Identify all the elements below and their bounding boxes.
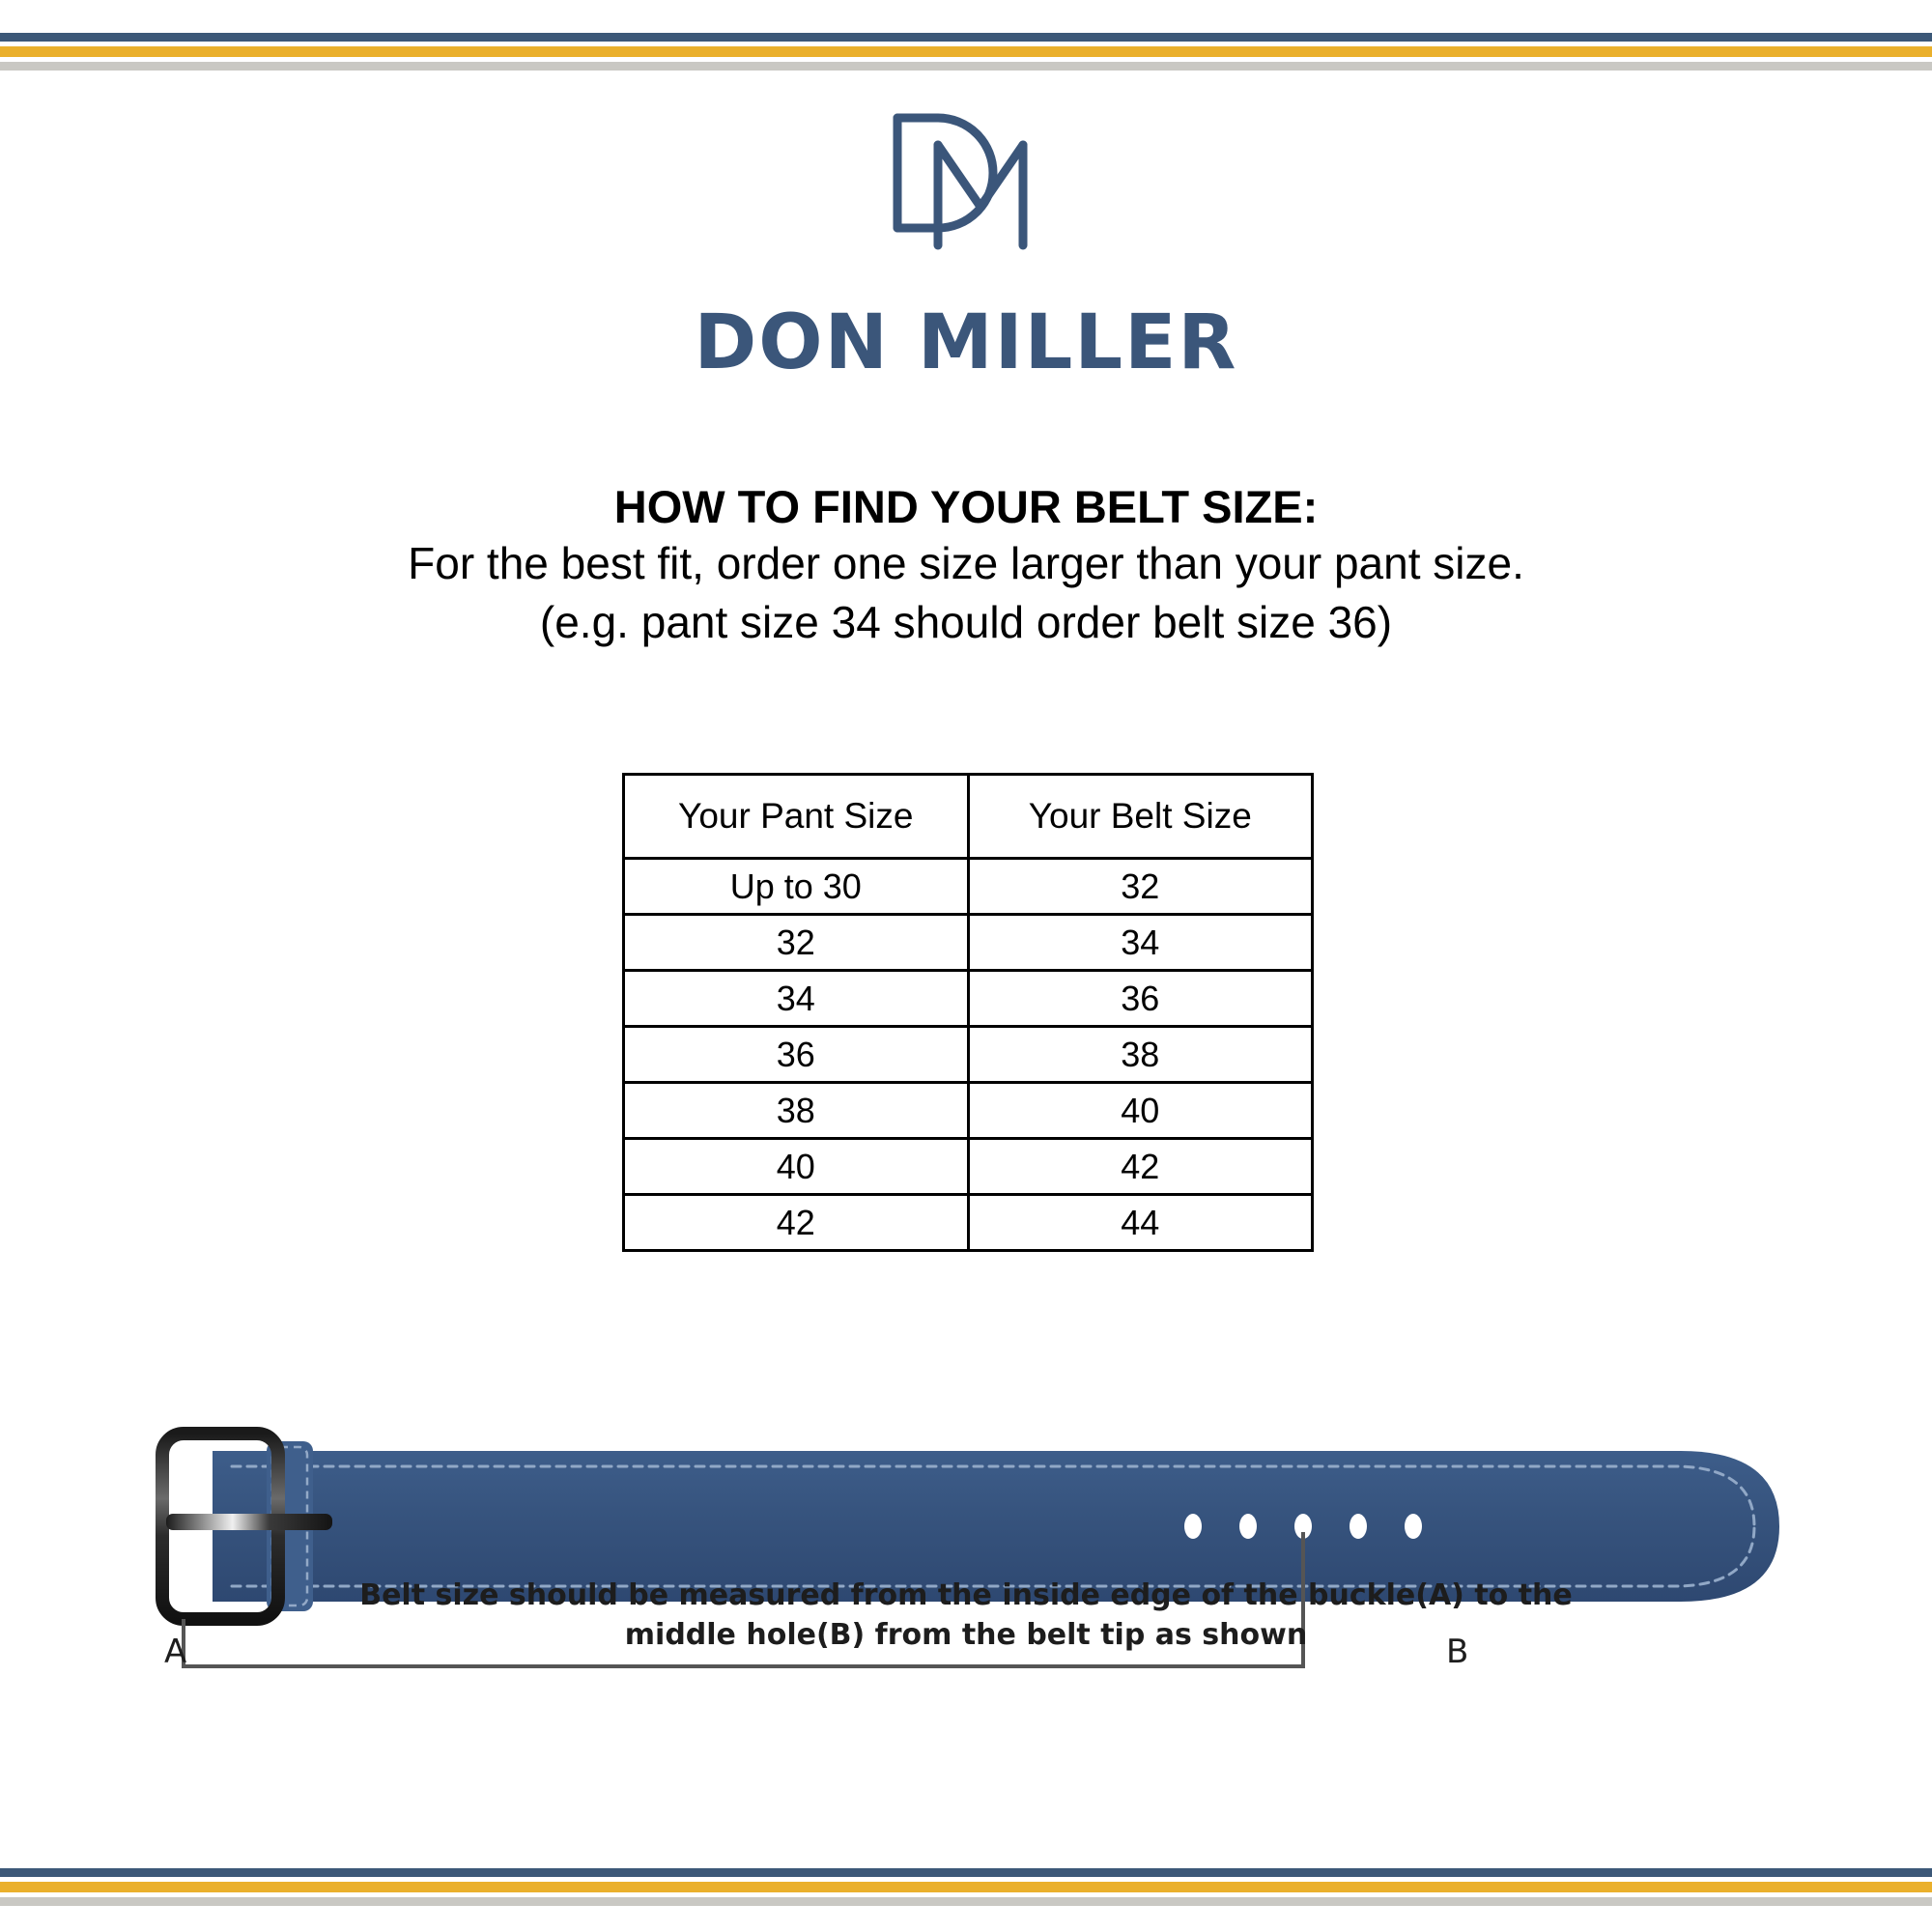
belt-hole <box>1239 1514 1257 1539</box>
belt-buckle <box>156 1427 332 1626</box>
belt-measurement-diagram <box>97 1391 1835 1671</box>
cell-pant-size: 32 <box>622 913 970 972</box>
table-row: 42 44 <box>622 1193 1314 1252</box>
instruction-line-2: (e.g. pant size 34 should order belt siz… <box>539 597 1393 648</box>
decorative-bottom-border <box>0 1868 1932 1906</box>
cell-belt-size: 44 <box>966 1193 1314 1252</box>
cell-belt-size: 38 <box>966 1025 1314 1084</box>
belt-hole <box>1184 1514 1202 1539</box>
top-stripe-gap-upper <box>0 42 1932 46</box>
belt-hole <box>1350 1514 1367 1539</box>
cell-belt-size: 36 <box>966 969 1314 1028</box>
top-stripe-gray <box>0 62 1932 71</box>
belt-measurement-caption: Belt size should be measured from the in… <box>0 1576 1932 1656</box>
cell-belt-size: 42 <box>966 1137 1314 1196</box>
cell-pant-size: 34 <box>622 969 970 1028</box>
top-stripe-navy <box>0 33 1932 42</box>
marker-a-label: A <box>164 1633 187 1671</box>
marker-b-label: B <box>1446 1633 1469 1671</box>
belt-strap <box>213 1451 1779 1602</box>
cell-belt-size: 32 <box>966 857 1314 916</box>
table-row: Up to 30 32 <box>622 857 1314 916</box>
bottom-stripe-gap-upper <box>0 1877 1932 1882</box>
table-row: 34 36 <box>622 969 1314 1028</box>
brand-name: DON MILLER <box>694 299 1238 386</box>
bottom-stripe-gray <box>0 1897 1932 1906</box>
table-row: 38 40 <box>622 1081 1314 1140</box>
buckle-prong <box>166 1514 332 1530</box>
top-stripe-gold <box>0 46 1932 57</box>
instruction-line-1: For the best fit, order one size larger … <box>408 538 1524 589</box>
column-header-belt-size: Your Belt Size <box>966 773 1314 860</box>
table-header-row: Your Pant Size Your Belt Size <box>622 773 1314 860</box>
cell-belt-size: 40 <box>966 1081 1314 1140</box>
column-header-pant-size: Your Pant Size <box>622 773 970 860</box>
top-stripe-gap-lower <box>0 57 1932 62</box>
bottom-stripe-gold <box>0 1882 1932 1892</box>
table-row: 32 34 <box>622 913 1314 972</box>
bottom-stripe-gap-lower <box>0 1892 1932 1897</box>
cell-pant-size: Up to 30 <box>622 857 970 916</box>
belt-stitch-bottom <box>230 1524 1756 1588</box>
decorative-top-border <box>0 33 1932 71</box>
cell-pant-size: 38 <box>622 1081 970 1140</box>
cell-pant-size: 36 <box>622 1025 970 1084</box>
belt-hole-middle <box>1294 1514 1312 1539</box>
measurement-bracket <box>182 1532 1305 1668</box>
belt-holes <box>1184 1514 1422 1539</box>
table-row: 36 38 <box>622 1025 1314 1084</box>
caption-line-2: middle hole(B) from the belt tip as show… <box>624 1618 1308 1653</box>
cell-belt-size: 34 <box>966 913 1314 972</box>
cell-pant-size: 42 <box>622 1193 970 1252</box>
bottom-stripe-navy <box>0 1868 1932 1877</box>
cell-pant-size: 40 <box>622 1137 970 1196</box>
dm-monogram-icon <box>882 104 1051 259</box>
belt-stitch-top <box>230 1464 1756 1528</box>
instructions-block: HOW TO FIND YOUR BELT SIZE: For the best… <box>0 479 1932 652</box>
caption-line-1: Belt size should be measured from the in… <box>359 1578 1573 1612</box>
size-chart: Your Pant Size Your Belt Size Up to 30 3… <box>622 773 1314 1252</box>
table-row: 40 42 <box>622 1137 1314 1196</box>
belt-hole <box>1405 1514 1422 1539</box>
brand-logo <box>0 104 1932 264</box>
page-title: HOW TO FIND YOUR BELT SIZE: <box>613 481 1319 532</box>
size-table: Your Pant Size Your Belt Size Up to 30 3… <box>622 773 1314 1252</box>
